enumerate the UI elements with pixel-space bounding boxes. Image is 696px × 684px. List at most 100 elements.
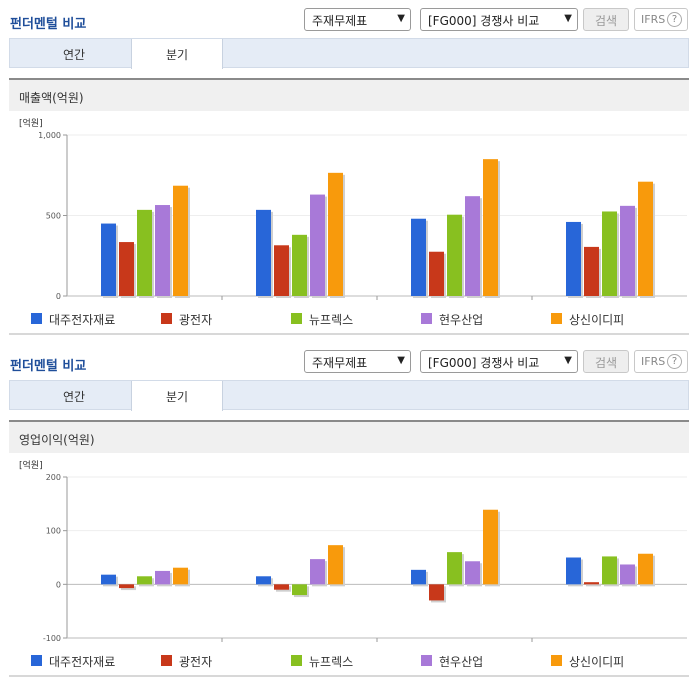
- bar: [447, 214, 462, 296]
- legend-label: 상신이디피: [569, 655, 625, 669]
- legend-label: 뉴프렉스: [309, 655, 354, 669]
- bar: [137, 576, 152, 585]
- bar-shadow: [586, 584, 601, 587]
- chart-legend: 대주전자재료 광전자 뉴프렉스 현우산업 상신이디피: [9, 301, 689, 335]
- bar: [429, 251, 444, 296]
- period-tabs: 연간 분기: [9, 38, 689, 69]
- legend-swatch: [291, 313, 302, 324]
- bar: [274, 245, 289, 296]
- bar: [620, 564, 635, 585]
- bar: [274, 584, 289, 590]
- bar: [584, 246, 599, 296]
- bar: [292, 234, 307, 296]
- ifrs-help-button[interactable]: IFRS?: [634, 350, 688, 373]
- section-header: 영업이익(억원): [9, 420, 689, 453]
- bar: [292, 584, 307, 596]
- tab-annual[interactable]: 연간: [62, 390, 86, 404]
- legend-item: 뉴프렉스: [291, 653, 353, 670]
- bar-shadow: [121, 586, 136, 591]
- bar: [155, 205, 170, 296]
- legend-item: 상신이디피: [551, 653, 624, 670]
- operating-profit-bar-chart: [억원]-10001002002023/062023/092023/122024…: [19, 459, 687, 643]
- y-axis-unit: [억원]: [19, 459, 43, 471]
- bar: [465, 196, 480, 296]
- bar: [328, 172, 343, 296]
- operating-profit-panel: 펀더멘털 비교 주재무제표 ▼ [FG000] 경쟁사 비교 ▼ 검색 IFRS? …: [0, 342, 696, 684]
- y-axis-unit: [억원]: [19, 117, 43, 129]
- panel-header: 펀더멘털 비교 주재무제표 ▼ [FG000] 경쟁사 비교 ▼ 검색 IFRS?: [0, 342, 696, 378]
- legend-item: 현우산업: [421, 311, 483, 328]
- legend-item: 광전자: [161, 311, 212, 328]
- bar: [620, 205, 635, 296]
- peer-group-select[interactable]: [FG000] 경쟁사 비교 ▼: [420, 8, 578, 31]
- tab-quarterly[interactable]: 분기: [131, 39, 223, 69]
- chevron-down-icon: ▼: [564, 355, 572, 366]
- legend-label: 광전자: [179, 655, 213, 669]
- bar: [483, 509, 498, 585]
- search-button[interactable]: 검색: [583, 350, 629, 373]
- chart-legend: 대주전자재료 광전자 뉴프렉스 현우산업 상신이디피: [9, 643, 689, 677]
- legend-item: 대주전자재료: [31, 653, 115, 670]
- section-title: 매출액(억원): [19, 91, 84, 105]
- chevron-down-icon: ▼: [397, 355, 405, 366]
- bar: [465, 561, 480, 585]
- bar: [173, 185, 188, 296]
- bar: [638, 553, 653, 585]
- y-tick-label: 0: [56, 292, 61, 301]
- bar: [137, 209, 152, 296]
- bar: [429, 584, 444, 601]
- bar: [119, 584, 134, 589]
- bar: [447, 552, 462, 585]
- y-tick-label: 0: [56, 580, 61, 589]
- legend-swatch: [161, 655, 172, 666]
- legend-label: 상신이디피: [569, 313, 625, 327]
- legend-item: 광전자: [161, 653, 212, 670]
- legend-label: 현우산업: [439, 655, 484, 669]
- bar: [411, 569, 426, 585]
- bar: [310, 559, 325, 585]
- section-title: 영업이익(억원): [19, 433, 95, 447]
- legend-label: 대주전자재료: [49, 313, 116, 327]
- legend-item: 대주전자재료: [31, 311, 115, 328]
- bar: [638, 181, 653, 296]
- legend-item: 뉴프렉스: [291, 311, 353, 328]
- panel-title: 펀더멘털 비교: [10, 17, 87, 32]
- bar: [566, 221, 581, 296]
- legend-swatch: [421, 655, 432, 666]
- bar: [328, 545, 343, 585]
- legend-label: 대주전자재료: [49, 655, 116, 669]
- legend-swatch: [551, 655, 562, 666]
- y-tick-label: 100: [46, 527, 61, 536]
- statement-select[interactable]: 주재무제표 ▼: [304, 350, 411, 373]
- peer-group-select[interactable]: [FG000] 경쟁사 비교 ▼: [420, 350, 578, 373]
- panel-header: 펀더멘털 비교 주재무제표 ▼ [FG000] 경쟁사 비교 ▼ 검색 IFRS?: [0, 0, 696, 36]
- legend-item: 상신이디피: [551, 311, 624, 328]
- bar: [256, 576, 271, 585]
- bar: [411, 218, 426, 296]
- legend-label: 현우산업: [439, 313, 484, 327]
- revenue-bar-chart: [억원]05001,0002023/062023/092023/122024/0…: [19, 117, 687, 301]
- legend-swatch: [421, 313, 432, 324]
- legend-swatch: [551, 313, 562, 324]
- y-tick-label: 1,000: [38, 131, 61, 140]
- statement-select[interactable]: 주재무제표 ▼: [304, 8, 411, 31]
- search-button[interactable]: 검색: [583, 8, 629, 31]
- bar: [101, 574, 116, 585]
- bar: [602, 556, 617, 585]
- bar: [584, 582, 599, 585]
- tab-annual[interactable]: 연간: [62, 48, 86, 62]
- legend-swatch: [161, 313, 172, 324]
- chevron-down-icon: ▼: [397, 13, 405, 24]
- tab-quarterly[interactable]: 분기: [131, 381, 223, 411]
- y-tick-label: -100: [43, 634, 61, 643]
- legend-item: 현우산업: [421, 653, 483, 670]
- bar: [256, 209, 271, 296]
- panel-title: 펀더멘털 비교: [10, 359, 87, 374]
- section-header: 매출액(억원): [9, 78, 689, 111]
- bar: [483, 159, 498, 296]
- bar: [566, 557, 581, 585]
- y-tick-label: 200: [46, 473, 61, 482]
- ifrs-help-button[interactable]: IFRS?: [634, 8, 688, 31]
- bar: [173, 567, 188, 585]
- bar: [101, 223, 116, 296]
